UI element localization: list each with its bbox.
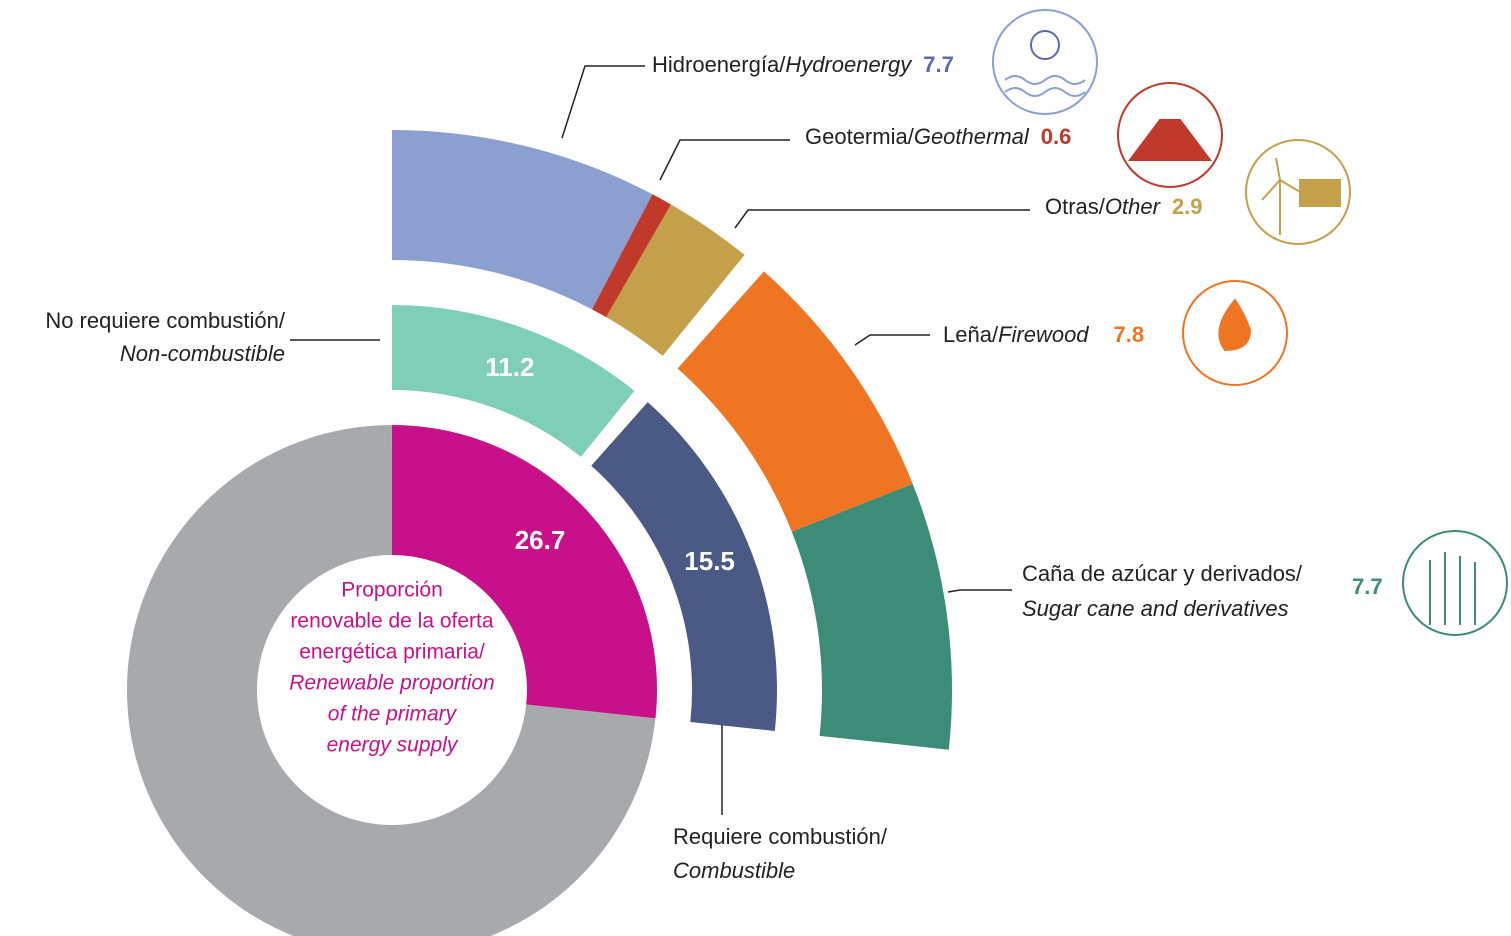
leader (659, 139, 790, 181)
segment-value: 7.7 (1352, 574, 1383, 599)
segment-value: 7.7 (923, 52, 954, 77)
other-icon (1245, 139, 1351, 245)
hydro-waves (1004, 75, 1086, 97)
canes (1429, 552, 1476, 625)
group-name: No requiere combustión/ (45, 308, 286, 333)
segment-name-en: Sugar cane and derivatives (1022, 596, 1289, 621)
rings (126, 130, 952, 936)
center-label: energética primaria/ (299, 641, 485, 664)
flame (1218, 298, 1252, 352)
leader (947, 589, 1012, 593)
segment-name: Geotermia/ (805, 124, 915, 149)
segment-name-en: Geothermal (914, 124, 1030, 149)
segment-label: Hidroenergía/Hydroenergy 7.7 (652, 52, 954, 77)
child-segment (392, 130, 653, 310)
segment-label: Leña/Firewood 7.8 (943, 322, 1144, 347)
child-segment (677, 271, 913, 532)
segment-name: Otras/ (1045, 194, 1106, 219)
icons (992, 9, 1508, 636)
group-name-en: Combustible (673, 858, 795, 883)
segment-name: Hidroenergía/ (652, 52, 786, 77)
center-label: of the primary (328, 703, 458, 726)
turbine (1261, 157, 1301, 235)
segment-name-en: Other (1105, 194, 1162, 219)
firewood-icon (1182, 280, 1288, 386)
volcano (1128, 119, 1212, 161)
segment-value: 7.8 (1114, 322, 1145, 347)
sugar-icon (1402, 530, 1508, 636)
hydro-icon (992, 9, 1098, 115)
segment-name-en: Firewood (998, 322, 1089, 347)
segment-name-en: Hydroenergy (785, 52, 913, 77)
child-segment (791, 483, 952, 750)
center-label: Proporción (341, 579, 443, 602)
renewable-value: 26.7 (515, 525, 566, 555)
leader (561, 65, 645, 139)
center-label: energy supply (327, 734, 459, 757)
group-name-en: Non-combustible (120, 341, 285, 366)
segment-name: Leña/ (943, 322, 999, 347)
group-name: Requiere combustión/ (673, 824, 888, 849)
segment-value: 2.9 (1172, 194, 1203, 219)
leader (734, 209, 1030, 229)
leader (854, 334, 930, 346)
center-label: Renewable proportion (289, 672, 494, 695)
child-segment (592, 194, 671, 318)
hydro-wheel (1030, 30, 1060, 60)
segment-name: Caña de azúcar y derivados/ (1022, 561, 1303, 586)
group-value: 15.5 (684, 546, 735, 576)
child-segment (606, 204, 745, 356)
group-segment (591, 402, 777, 732)
renewable-share (392, 425, 657, 719)
segment-label: Geotermia/Geothermal 0.6 (805, 124, 1071, 149)
geo-icon (1117, 82, 1223, 188)
center-label: renovable de la oferta (290, 610, 493, 633)
leaders (290, 65, 1030, 815)
group-value: 11.2 (485, 352, 534, 382)
panel (1299, 179, 1341, 207)
segment-label: Otras/Other 2.9 (1045, 194, 1203, 219)
group-segment (392, 305, 635, 457)
segment-value: 0.6 (1041, 124, 1072, 149)
